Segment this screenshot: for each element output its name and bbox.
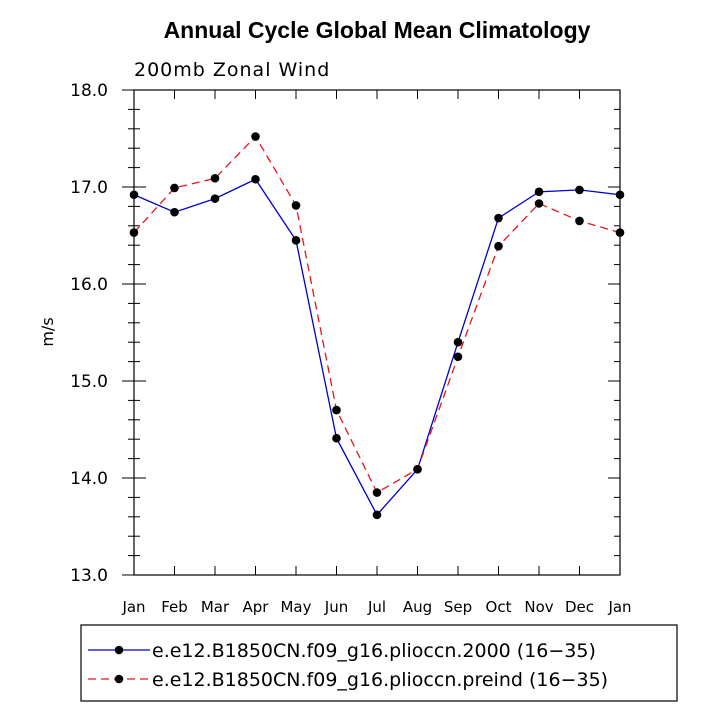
series-2-point [494,241,503,251]
series-1-point [170,207,179,217]
axis-ticks [122,89,621,576]
x-tick-label: Apr [243,598,270,616]
x-tick-label: Jul [367,598,386,616]
chart-subtitle: 200mb Zonal Wind [134,59,330,81]
y-axis-label: m/s [38,317,57,346]
series-2-point [453,352,463,362]
series-1-point [372,510,382,520]
series-2-point [170,183,179,193]
series-1-point [332,433,341,443]
chart-title: Annual Cycle Global Mean Climatology [164,17,591,43]
x-tick-label: Jan [121,598,145,616]
series-2-point [210,173,220,183]
series-1-point [453,337,463,347]
legend-box [80,624,678,702]
series-2-point [534,199,544,208]
y-tick-label: 15.0 [70,372,108,392]
series-1-point [251,174,260,184]
x-tick-label: May [280,598,311,616]
y-tick-label: 16.0 [70,275,108,295]
x-tick-label: Aug [403,598,432,616]
legend-label-2: e.e12.B1850CN.f09_g16.plioccn.preind (16… [152,669,608,691]
series-2-point [372,488,382,497]
series-1-point [534,187,544,197]
plot-frame [133,89,621,576]
series-1-point [291,236,301,245]
x-tick-label: Jan [607,598,631,616]
legend-marker-2 [114,674,124,684]
series-1-point [494,213,503,223]
x-tick-label: Jun [324,598,348,616]
legend: e.e12.B1850CN.f09_g16.plioccn.2000 (16−3… [88,640,608,691]
series-2-point [129,228,139,237]
series-1-point [129,190,139,200]
series-1-point [575,185,584,195]
series-2-point [251,132,260,141]
series-1-point [210,194,220,203]
y-tick-label: 13.0 [70,566,108,586]
legend-marker-1 [114,645,124,655]
series-2-point [413,464,422,474]
series-2-point [332,405,341,415]
series-line-1 [133,178,621,516]
series-layer [129,132,625,520]
series-1-point [615,190,625,200]
x-tick-label: Nov [524,598,553,616]
series-2-point [575,216,584,226]
axis-labels: Jan Feb Mar Apr May Jun Jul Aug Sep Oct Nov Dec Jan 1… [70,81,631,616]
x-tick-label: Dec [565,598,594,616]
series-2-point [615,228,625,237]
legend-label-1: e.e12.B1850CN.f09_g16.plioccn.2000 (16−3… [152,640,596,662]
y-tick-label: 14.0 [70,469,108,489]
series-2-point [291,201,301,210]
x-tick-label: Feb [161,598,188,616]
x-tick-label: Oct [486,598,512,616]
y-tick-label: 18.0 [70,81,108,101]
x-tick-label: Mar [201,598,230,616]
x-tick-label: Sep [444,598,472,616]
series-line-2 [133,135,621,494]
y-tick-label: 17.0 [70,178,108,198]
